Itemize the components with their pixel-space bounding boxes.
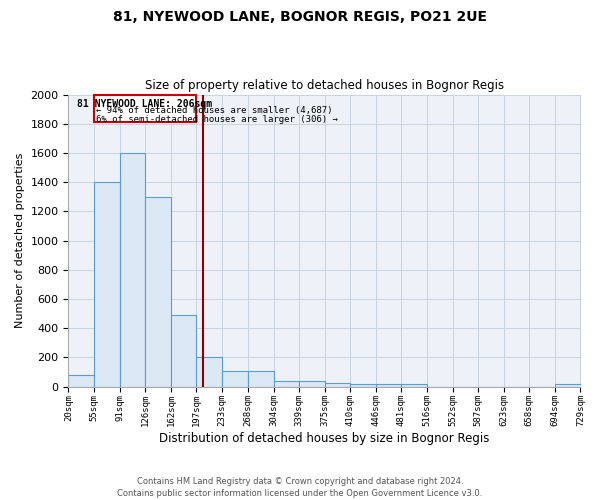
Title: Size of property relative to detached houses in Bognor Regis: Size of property relative to detached ho… [145, 79, 504, 92]
Bar [171, 315, 196, 386]
Text: Contains HM Land Registry data © Crown copyright and database right 2024.
Contai: Contains HM Land Registry data © Crown c… [118, 476, 482, 498]
Bar [68, 375, 94, 386]
Bar [94, 182, 119, 386]
Text: 81, NYEWOOD LANE, BOGNOR REGIS, PO21 2UE: 81, NYEWOOD LANE, BOGNOR REGIS, PO21 2UE [113, 10, 487, 24]
Bar [376, 384, 401, 386]
Bar [145, 197, 171, 386]
Bar [299, 380, 325, 386]
Bar [94, 96, 196, 122]
Y-axis label: Number of detached properties: Number of detached properties [15, 153, 25, 328]
Bar [248, 371, 274, 386]
Bar [325, 383, 350, 386]
Bar [555, 384, 581, 386]
Text: 81 NYEWOOD LANE: 206sqm: 81 NYEWOOD LANE: 206sqm [77, 98, 212, 108]
Text: 6% of semi-detached houses are larger (306) →: 6% of semi-detached houses are larger (3… [96, 114, 338, 124]
X-axis label: Distribution of detached houses by size in Bognor Regis: Distribution of detached houses by size … [159, 432, 490, 445]
Bar [222, 371, 248, 386]
Text: ← 94% of detached houses are smaller (4,687): ← 94% of detached houses are smaller (4,… [96, 106, 332, 116]
Bar [350, 384, 376, 386]
Bar [119, 153, 145, 386]
Bar [401, 384, 427, 386]
Bar [274, 380, 299, 386]
Bar [196, 358, 222, 386]
